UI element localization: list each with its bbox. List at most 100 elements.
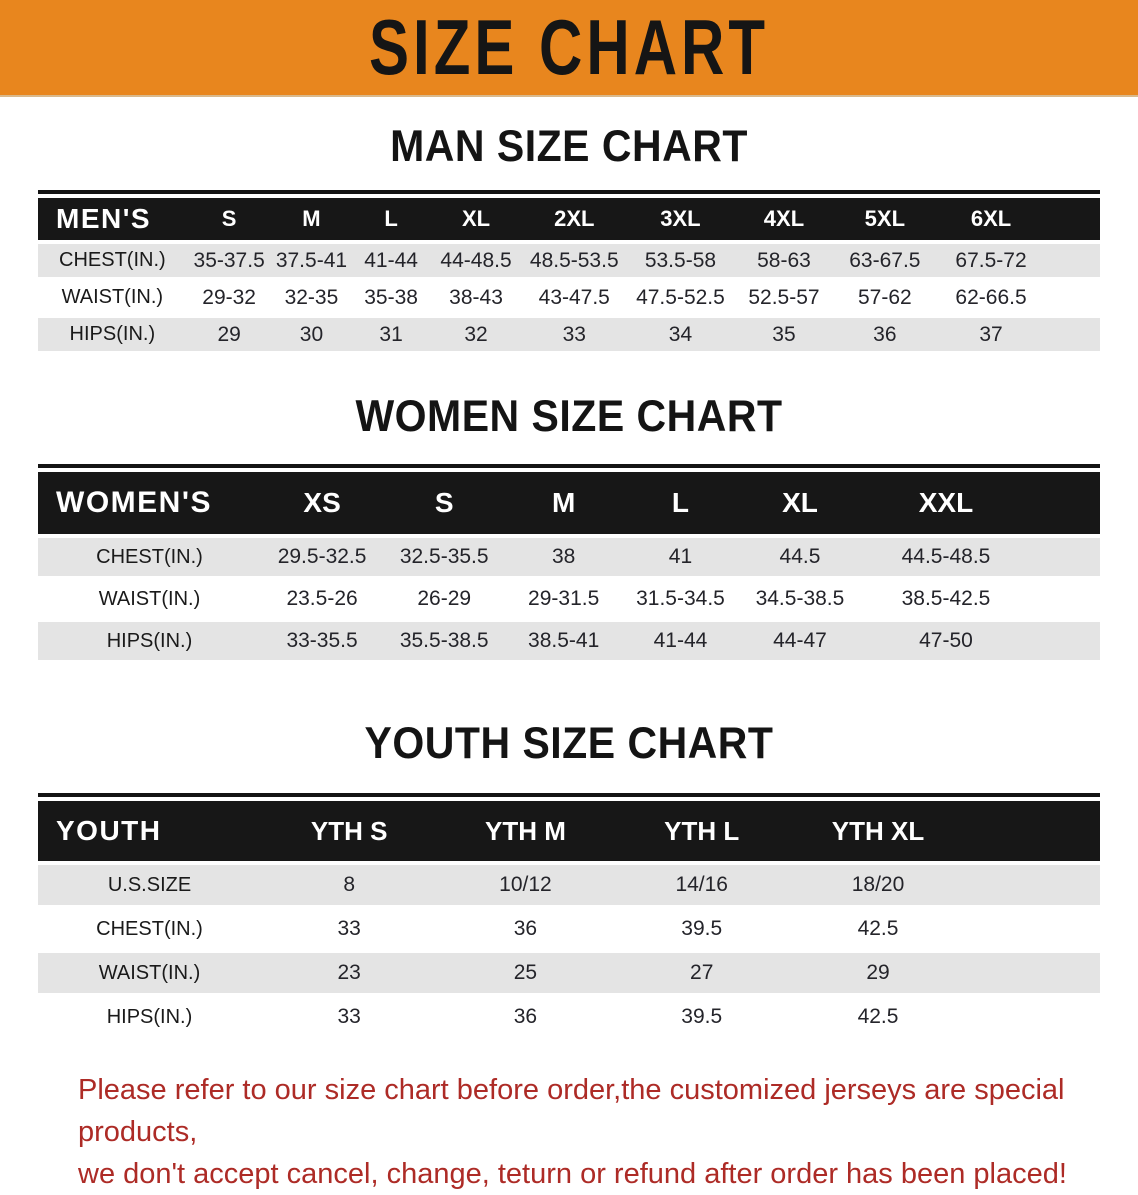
women-value-cell: 31.5-34.5 [622,580,739,618]
men-header-size-3XL: 3XL [627,198,734,240]
men-header-size-2XL: 2XL [521,198,628,240]
youth-value-cell: 23 [261,953,438,993]
women-value-cell: 44.5 [738,538,862,576]
men-value-cell: 44-48.5 [430,244,522,277]
men-value-cell: 52.5-57 [733,281,835,314]
men-row-1: WAIST(IN.) 29-32 32-35 35-38 38-43 43-47.5 47.… [38,281,1100,314]
men-header-filler [1046,198,1100,240]
youth-header-size-YTH XL: YTH XL [789,801,967,861]
youth-value-cell [966,953,1100,993]
banner-title: SIZE CHART [369,3,769,92]
youth-value-cell [966,865,1100,905]
men-value-cell: 31 [351,318,431,351]
women-value-cell [1030,622,1100,660]
youth-value-cell: 14/16 [613,865,790,905]
women-value-cell: 33-35.5 [261,622,384,660]
men-value-cell: 43-47.5 [521,281,628,314]
women-header-filler [1030,472,1100,534]
men-value-cell: 37 [935,318,1047,351]
men-header-size-6XL: 6XL [935,198,1047,240]
disclaimer-line-2: we don't accept cancel, change, teturn o… [78,1158,1067,1191]
youth-value-cell: 33 [261,997,438,1037]
women-section-title: WOMEN SIZE CHART [355,391,783,441]
women-value-cell [1030,580,1100,618]
men-size-table: MEN'S S M L XL 2XL 3XL 4XL 5XL 6XL CHEST(IN.) 35-37… [38,190,1100,355]
men-value-cell: 29 [186,318,272,351]
women-value-cell: 23.5-26 [261,580,384,618]
men-header-size-4XL: 4XL [733,198,835,240]
women-value-cell: 38.5-42.5 [861,580,1031,618]
women-value-cell: 38.5-41 [505,622,623,660]
women-value-cell: 41 [622,538,739,576]
men-value-cell: 36 [834,318,936,351]
youth-section-title: YOUTH SIZE CHART [364,718,774,768]
youth-size-table: YOUTH YTH S YTH M YTH L YTH XL U.S.SIZE 8 10/12… [38,793,1100,1041]
men-header-row: MEN'S S M L XL 2XL 3XL 4XL 5XL 6XL [38,198,1100,240]
women-row-1: WAIST(IN.) 23.5-26 26-29 29-31.5 31.5-34.5 34… [38,580,1100,618]
men-value-cell: 63-67.5 [834,244,936,277]
content: MAN SIZE CHART MEN'S S M L XL 2XL 3XL 4XL 5XL 6XL… [0,121,1138,1195]
youth-value-cell: 10/12 [437,865,614,905]
youth-header-size-YTH L: YTH L [613,801,790,861]
youth-row-0: U.S.SIZE 8 10/12 14/16 18/20 [38,865,1100,905]
women-value-cell: 34.5-38.5 [738,580,862,618]
women-header-size-XS: XS [261,472,384,534]
men-value-cell: 29-32 [186,281,272,314]
men-value-cell: 41-44 [351,244,431,277]
men-row-label: WAIST(IN.) [38,281,187,314]
men-row-label: HIPS(IN.) [38,318,187,351]
men-header-size-5XL: 5XL [834,198,936,240]
youth-value-cell: 39.5 [613,909,790,949]
youth-header-filler [966,801,1100,861]
men-value-cell [1046,318,1100,351]
men-value-cell [1046,244,1100,277]
women-row-label: HIPS(IN.) [38,622,262,660]
youth-value-cell: 29 [789,953,967,993]
women-row-2: HIPS(IN.) 33-35.5 35.5-38.5 38.5-41 41-44 44-… [38,622,1100,660]
men-value-cell: 32-35 [271,281,352,314]
men-row-label: CHEST(IN.) [38,244,187,277]
youth-row-2: WAIST(IN.) 23 25 27 29 [38,953,1100,993]
women-value-cell: 38 [505,538,623,576]
youth-value-cell: 27 [613,953,790,993]
men-header-size-XL: XL [430,198,522,240]
youth-value-cell: 42.5 [789,997,967,1037]
youth-value-cell: 36 [437,997,614,1037]
youth-row-label: HIPS(IN.) [38,997,262,1037]
men-value-cell: 67.5-72 [935,244,1047,277]
men-value-cell: 33 [521,318,628,351]
youth-header-size-YTH S: YTH S [261,801,438,861]
men-value-cell: 35-38 [351,281,431,314]
youth-value-cell: 18/20 [789,865,967,905]
men-value-cell: 35-37.5 [186,244,272,277]
youth-value-cell [966,909,1100,949]
women-header-row: WOMEN'S XS S M L XL XXL [38,472,1100,534]
youth-value-cell: 25 [437,953,614,993]
women-row-label: WAIST(IN.) [38,580,262,618]
women-value-cell: 29.5-32.5 [261,538,384,576]
youth-value-cell [966,997,1100,1037]
men-value-cell: 37.5-41 [271,244,352,277]
youth-value-cell: 8 [261,865,438,905]
youth-row-label: CHEST(IN.) [38,909,262,949]
men-value-cell: 30 [271,318,352,351]
women-value-cell [1030,538,1100,576]
women-value-cell: 47-50 [861,622,1031,660]
women-row-0: CHEST(IN.) 29.5-32.5 32.5-35.5 38 41 44.5 44.5… [38,538,1100,576]
man-section-title: MAN SIZE CHART [390,121,748,171]
women-header-size-XXL: XXL [861,472,1031,534]
women-value-cell: 26-29 [383,580,506,618]
youth-header-row: YOUTH YTH S YTH M YTH L YTH XL [38,801,1100,861]
men-row-0: CHEST(IN.) 35-37.5 37.5-41 41-44 44-48.5 48.5… [38,244,1100,277]
youth-row-label: WAIST(IN.) [38,953,262,993]
men-header-label: MEN'S [38,198,187,240]
youth-row-label: U.S.SIZE [38,865,262,905]
men-value-cell: 62-66.5 [935,281,1047,314]
women-value-cell: 41-44 [622,622,739,660]
men-value-cell: 35 [733,318,835,351]
youth-row-1: CHEST(IN.) 33 36 39.5 42.5 [38,909,1100,949]
disclaimer-line-1: Please refer to our size chart before or… [78,1074,1065,1149]
men-value-cell [1046,281,1100,314]
women-row-label: CHEST(IN.) [38,538,262,576]
